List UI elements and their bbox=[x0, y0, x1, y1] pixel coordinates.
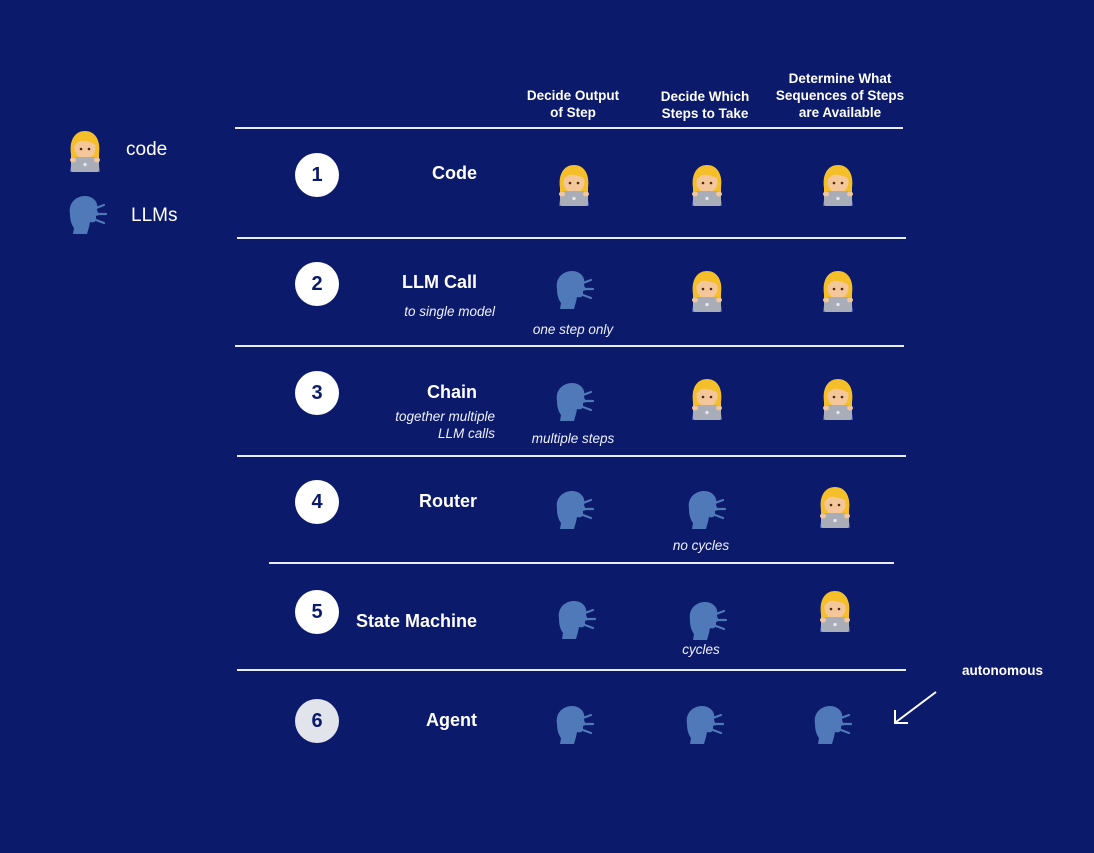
technologist-icon bbox=[818, 162, 858, 206]
technologist-icon bbox=[687, 268, 727, 312]
row-title: Agent bbox=[426, 710, 477, 730]
speaking-head-icon bbox=[682, 704, 726, 744]
row-title: Chain bbox=[426, 382, 477, 402]
technologist-icon bbox=[65, 128, 105, 172]
separator-line bbox=[269, 562, 894, 564]
row-subtitle-line: to single model bbox=[404, 304, 495, 319]
row-title: State Machine bbox=[355, 611, 477, 631]
column-header-line: Decide Which bbox=[660, 89, 750, 104]
speaking-head-icon bbox=[552, 489, 596, 529]
cell-note: no cycles bbox=[672, 538, 730, 553]
separator-line bbox=[237, 455, 906, 457]
column-header-line: are Available bbox=[798, 105, 882, 120]
column-header-line: of Step bbox=[550, 105, 596, 120]
row-number: 6 bbox=[295, 699, 339, 743]
separator-line bbox=[235, 127, 903, 129]
technologist-icon bbox=[818, 268, 858, 312]
row-subtitle-line: together multiple bbox=[395, 409, 495, 424]
technologist-icon bbox=[815, 588, 855, 632]
row-number: 3 bbox=[295, 371, 339, 415]
legend-llms-label: LLMs bbox=[131, 205, 178, 226]
arrow-icon bbox=[894, 691, 937, 724]
column-header-line: Decide Output bbox=[526, 88, 620, 103]
speaking-head-icon bbox=[684, 489, 728, 529]
separator-line bbox=[237, 669, 906, 671]
column-header-sequences: Determine What Sequences of Steps are Av… bbox=[770, 70, 910, 121]
column-header-line: Sequences of Steps bbox=[775, 88, 905, 103]
speaking-head-icon bbox=[552, 704, 596, 744]
speaking-head-icon bbox=[810, 704, 854, 744]
legend: code LLMs bbox=[60, 126, 260, 236]
cell-note: one step only bbox=[532, 322, 614, 337]
speaking-head-icon bbox=[552, 269, 596, 309]
row-title: LLM Call bbox=[402, 272, 477, 292]
cell-note: cycles bbox=[682, 642, 720, 657]
row-subtitle: to single model bbox=[235, 303, 495, 320]
speaking-head-icon bbox=[685, 600, 729, 640]
legend-code-label: code bbox=[126, 139, 168, 160]
technologist-icon bbox=[687, 376, 727, 420]
column-header-output: Decide Output of Step bbox=[503, 87, 643, 121]
row-title: Router bbox=[419, 491, 477, 511]
technologist-icon bbox=[815, 484, 855, 528]
autonomous-label: autonomous bbox=[962, 663, 1043, 678]
row-subtitle-line: LLM calls bbox=[437, 426, 495, 441]
row-title: Code bbox=[432, 163, 477, 183]
technologist-icon bbox=[818, 376, 858, 420]
column-header-line: Determine What bbox=[788, 71, 892, 86]
separator-line bbox=[237, 237, 906, 239]
column-header-steps: Decide Which Steps to Take bbox=[635, 88, 775, 122]
separator-line bbox=[235, 345, 904, 347]
cell-note: multiple steps bbox=[531, 431, 615, 446]
technologist-icon bbox=[687, 162, 727, 206]
speaking-head-icon bbox=[552, 381, 596, 421]
row-number: 2 bbox=[295, 262, 339, 306]
row-number: 4 bbox=[295, 480, 339, 524]
technologist-icon bbox=[554, 162, 594, 206]
speaking-head-icon bbox=[65, 194, 109, 234]
row-number: 5 bbox=[295, 590, 339, 634]
column-header-line: Steps to Take bbox=[661, 106, 749, 121]
row-subtitle: together multiple LLM calls bbox=[235, 408, 495, 442]
speaking-head-icon bbox=[554, 599, 598, 639]
row-number: 1 bbox=[295, 153, 339, 197]
